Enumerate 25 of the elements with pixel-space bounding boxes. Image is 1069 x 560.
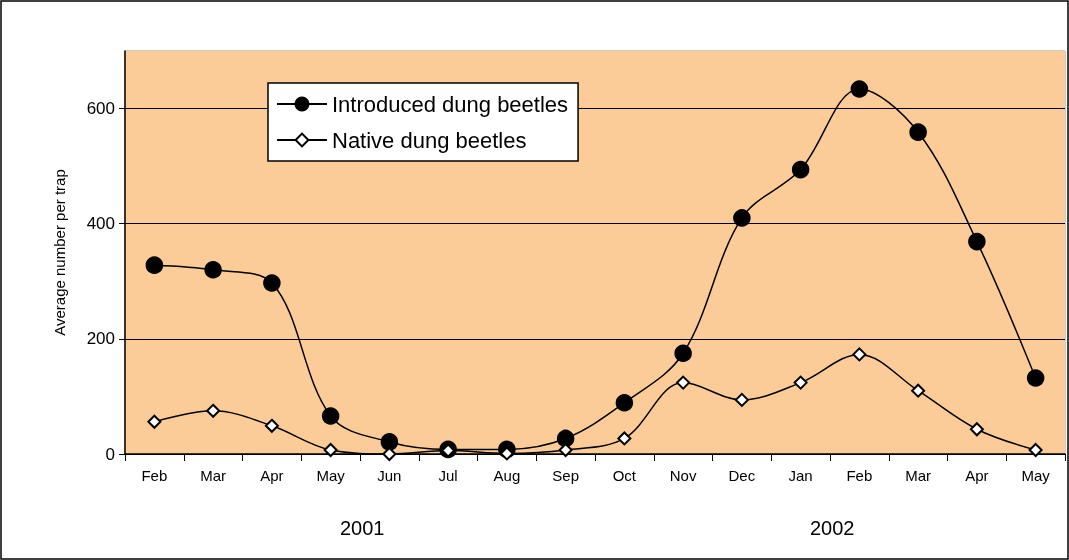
text: 2002	[810, 517, 855, 539]
y-tick-label: 200	[86, 329, 115, 349]
y-tick-label: 600	[86, 99, 115, 119]
text: 2001	[340, 517, 385, 539]
x-tick-label: Sep	[552, 467, 579, 484]
x-tick-label: May	[316, 467, 346, 484]
x-tick-label: Mar	[905, 467, 932, 484]
x-tick-label: Nov	[669, 467, 697, 484]
x-tick-label: Feb	[846, 467, 873, 484]
legend-label: Native dung beetles	[332, 127, 527, 153]
y-axis-title: Average number per trap	[51, 169, 68, 336]
x-tick-label: Jan	[788, 467, 813, 484]
x-tick-label: Aug	[493, 467, 521, 484]
x-tick-label: Apr	[260, 467, 284, 484]
x-tick-label: Jun	[377, 467, 402, 484]
x-tick-label: Apr	[965, 467, 989, 484]
x-tick-label: Oct	[612, 467, 637, 484]
x-tick-label: Feb	[141, 467, 168, 484]
x-tick-label: Mar	[200, 467, 227, 484]
y-tick-label: 400	[86, 214, 115, 234]
x-tick-label: Jul	[438, 467, 458, 484]
legend-label: Introduced dung beetles	[332, 91, 569, 117]
y-tick-label: 0	[105, 444, 115, 464]
x-tick-label: May	[1021, 467, 1051, 484]
x-tick-label: Dec	[728, 467, 756, 484]
